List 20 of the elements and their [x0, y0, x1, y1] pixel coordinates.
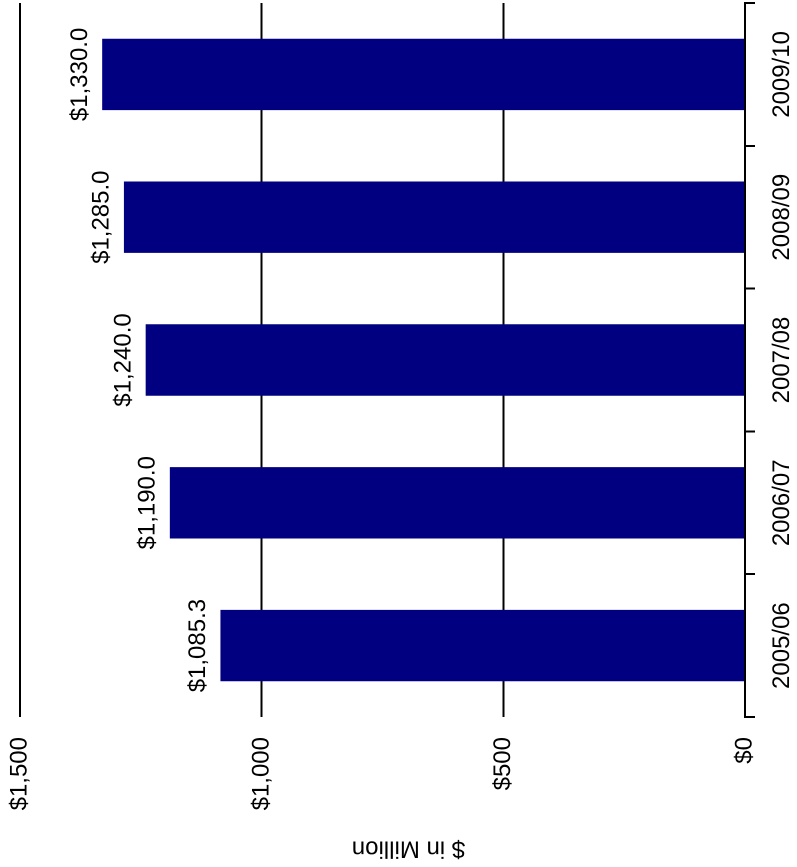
y-tick-label: 2009/10 [768, 31, 795, 118]
data-label: $1,240.0 [109, 313, 136, 407]
data-label: $1,190.0 [133, 456, 160, 550]
bar [102, 38, 744, 110]
data-label: $1,330.0 [66, 28, 93, 122]
x-tick-label: $0 [730, 737, 758, 764]
bar [220, 610, 744, 682]
y-tick-label: 2005/06 [768, 602, 795, 689]
y-tick-label: 2006/07 [768, 459, 795, 546]
bar [170, 467, 744, 538]
x-tick-label: $500 [488, 737, 516, 790]
data-label: $1,085.3 [184, 598, 212, 692]
bar [124, 182, 744, 253]
x-tick-label: $1,000 [247, 737, 274, 810]
bar [146, 324, 744, 396]
data-label: $1,285.0 [88, 170, 115, 264]
x-axis-title: $ in Million [352, 835, 466, 862]
y-tick-label: 2008/09 [768, 174, 795, 261]
y-tick-label: 2007/08 [768, 316, 795, 404]
x-tick-label: $1,500 [6, 737, 33, 810]
